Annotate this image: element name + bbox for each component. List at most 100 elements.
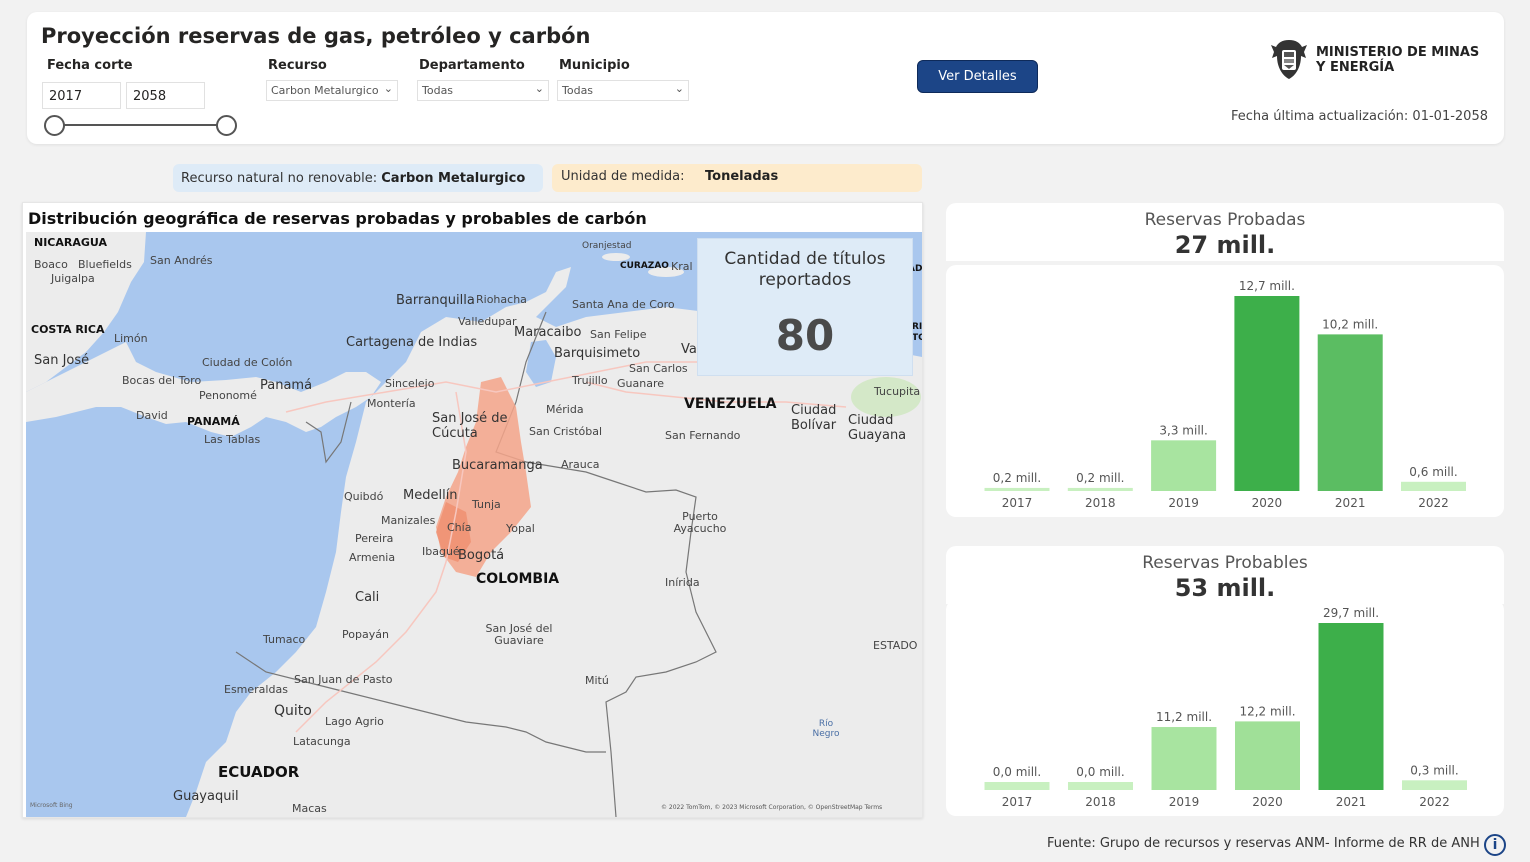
resource-chip-value: Carbon Metalurgico bbox=[381, 171, 526, 186]
coat-of-arms-icon bbox=[1271, 40, 1307, 79]
map-label-bucaramanga: Bucaramanga bbox=[452, 458, 543, 473]
bar-2019[interactable] bbox=[1151, 727, 1217, 790]
bar-value-label: 0,2 mill. bbox=[993, 471, 1041, 485]
x-tick-label: 2019 bbox=[1168, 496, 1199, 510]
departamento-value: Todas bbox=[422, 84, 454, 97]
logo-line-1: MINISTERIO DE MINAS bbox=[1316, 45, 1480, 60]
bar-2019[interactable] bbox=[1151, 440, 1217, 491]
chevron-down-icon: ⌄ bbox=[383, 82, 393, 95]
bar-2017[interactable] bbox=[984, 782, 1050, 790]
x-tick-label: 2020 bbox=[1252, 795, 1283, 809]
map-area[interactable]: NICARAGUA Boaco Bluefields Juigalpa San … bbox=[26, 232, 922, 817]
map-label-santa-ana-coro: Santa Ana de Coro bbox=[572, 298, 675, 311]
map-label-curazao: CURAZAO bbox=[620, 261, 669, 271]
map-label-estado: ESTADO bbox=[873, 639, 918, 652]
bar-value-label: 0,0 mill. bbox=[993, 765, 1041, 779]
probadas-title: Reservas Probadas bbox=[1144, 210, 1306, 230]
x-tick-label: 2018 bbox=[1085, 795, 1116, 809]
chevron-down-icon: ⌄ bbox=[534, 82, 544, 95]
kpi-titles-label: Cantidad de títulos reportados bbox=[724, 249, 886, 290]
map-label-las-tablas: Las Tablas bbox=[204, 433, 261, 446]
date-slider-end-handle[interactable] bbox=[216, 115, 237, 136]
bar-2020[interactable] bbox=[1234, 296, 1300, 491]
map-label-ciudad-guayana: Ciudad Guayana bbox=[848, 413, 907, 443]
bar-value-label: 0,3 mill. bbox=[1410, 763, 1458, 777]
municipio-label: Municipio bbox=[559, 58, 630, 73]
map-label-to: TO bbox=[912, 333, 922, 343]
map-label-bluefields: Bluefields bbox=[78, 258, 132, 271]
map-label-nicaragua: NICARAGUA bbox=[34, 236, 108, 249]
probadas-header: Reservas Probadas 27 mill. bbox=[946, 203, 1504, 261]
probadas-chart-panel: 0,2 mill. 2017 0,2 mill. 2018 3,3 mill. 2019 1… bbox=[946, 265, 1504, 517]
map-label-tucupita: Tucupita bbox=[874, 385, 921, 398]
date-slider-track[interactable] bbox=[54, 124, 226, 126]
map-label-san-carlos: San Carlos bbox=[629, 362, 688, 375]
kpi-titles-value: 80 bbox=[775, 311, 835, 360]
map-label-venezuela: VENEZUELA bbox=[684, 396, 777, 412]
kpi-titles-card: Cantidad de títulos reportados 80 bbox=[697, 238, 913, 376]
map-label-ciudad-colon: Ciudad de Colón bbox=[202, 356, 293, 369]
bar-2022[interactable] bbox=[1402, 780, 1467, 790]
map-label-san-jose-guaviare: San José del Guaviare bbox=[485, 622, 553, 647]
chevron-down-icon: ⌄ bbox=[674, 82, 684, 95]
map-label-trujillo: Trujillo bbox=[572, 374, 608, 387]
map-attribution[interactable]: © 2022 TomTom, © 2023 Microsoft Corporat… bbox=[661, 804, 883, 811]
logo-text: MINISTERIO DE MINAS Y ENERGÍA bbox=[1316, 45, 1479, 75]
map-label-bogota: Bogotá bbox=[458, 548, 505, 563]
map-label-guayaquil: Guayaquil bbox=[173, 789, 239, 804]
map-label-inirida: Inírida bbox=[665, 576, 700, 589]
map-label-san-jose-cucuta: San José de Cúcuta bbox=[432, 411, 508, 441]
x-tick-label: 2019 bbox=[1169, 795, 1200, 809]
bar-2020[interactable] bbox=[1235, 721, 1300, 790]
date-from-input[interactable]: 2017 bbox=[42, 82, 121, 109]
map-label-san-felipe: San Felipe bbox=[590, 328, 647, 341]
x-tick-label: 2018 bbox=[1085, 496, 1116, 510]
fecha-corte-label: Fecha corte bbox=[47, 58, 133, 73]
map-label-cartagena: Cartagena de Indias bbox=[346, 335, 478, 350]
map-label-panama-city: Panamá bbox=[260, 378, 313, 393]
municipio-dropdown[interactable]: Todas ⌄ bbox=[557, 80, 689, 101]
map-label-medellin: Medellín bbox=[403, 488, 458, 503]
map-background bbox=[26, 232, 922, 817]
bar-2018[interactable] bbox=[1068, 782, 1133, 790]
bar-2021[interactable] bbox=[1318, 623, 1384, 790]
bar-value-label: 0,2 mill. bbox=[1076, 471, 1124, 485]
bar-value-label: 0,0 mill. bbox=[1076, 765, 1124, 779]
bar-2022[interactable] bbox=[1401, 481, 1466, 491]
map-label-quibdo: Quibdó bbox=[344, 490, 384, 503]
map-label-rio-negro: Río Negro bbox=[812, 719, 840, 739]
map-label-kralendijk: Kral bbox=[671, 260, 693, 273]
bar-value-label: 10,2 mill. bbox=[1322, 317, 1378, 331]
map-label-chia: Chía bbox=[447, 521, 472, 534]
recurso-dropdown[interactable]: Carbon Metalurgico ⌄ bbox=[266, 80, 398, 101]
unit-chip: Unidad de medida: Toneladas bbox=[552, 164, 922, 192]
map-label-panama: PANAMÁ bbox=[187, 415, 240, 428]
map-label-ciudad-bolivar: Ciudad Bolívar bbox=[791, 403, 837, 433]
bar-value-label: 12,7 mill. bbox=[1239, 279, 1295, 293]
bar-2021[interactable] bbox=[1317, 334, 1383, 491]
map-label-penonome: Penonomé bbox=[199, 389, 257, 402]
date-to-input[interactable]: 2058 bbox=[126, 82, 205, 109]
x-tick-label: 2017 bbox=[1002, 496, 1033, 510]
resource-chip-label: Recurso natural no renovable: bbox=[181, 171, 382, 186]
map-label-san-cristobal: San Cristóbal bbox=[529, 425, 603, 438]
map-label-macas: Macas bbox=[292, 802, 327, 815]
map-label-sincelejo: Sincelejo bbox=[385, 377, 435, 390]
map-label-david: David bbox=[136, 409, 168, 422]
map-label-costa-rica: COSTA RICA bbox=[31, 323, 105, 336]
date-slider-start-handle[interactable] bbox=[44, 115, 65, 136]
departamento-dropdown[interactable]: Todas ⌄ bbox=[417, 80, 549, 101]
ver-detalles-button[interactable]: Ver Detalles bbox=[917, 60, 1038, 93]
bar-value-label: 11,2 mill. bbox=[1156, 710, 1212, 724]
info-icon[interactable]: i bbox=[1484, 834, 1506, 856]
unit-chip-label: Unidad de medida: bbox=[561, 169, 685, 184]
map-label-limon: Limón bbox=[114, 332, 148, 345]
map-label-monteria: Montería bbox=[367, 397, 416, 410]
x-tick-label: 2017 bbox=[1002, 795, 1033, 809]
bar-2017[interactable] bbox=[984, 487, 1050, 491]
map-label-tunja: Tunja bbox=[472, 498, 501, 511]
map-card: Distribución geográfica de reservas prob… bbox=[22, 202, 923, 818]
map-label-ecuador: ECUADOR bbox=[218, 763, 300, 781]
bar-2018[interactable] bbox=[1067, 487, 1133, 491]
map-label-yopal: Yopal bbox=[506, 522, 535, 535]
